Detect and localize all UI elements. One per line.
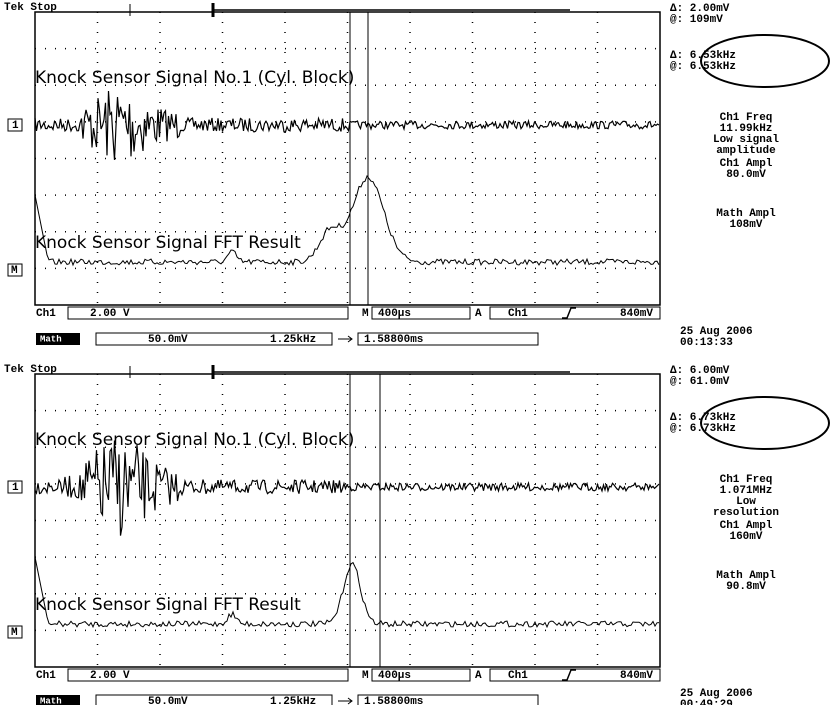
trace-label: Knock Sensor Signal FFT Result [35,233,301,253]
channel-marker: 1 [12,120,19,132]
bar-text: Ch1 [508,670,528,682]
slope-icon [562,308,576,318]
bar-text: 400µs [378,670,411,682]
channel-marker: 1 [12,482,19,494]
trace-label: Knock Sensor Signal No.1 (Cyl. Block) [35,68,354,88]
math-text: 1.25kHz [270,696,316,705]
trace-label: Knock Sensor Signal No.1 (Cyl. Block) [35,430,354,450]
measure-value: 108mV [729,219,762,231]
status: Tek Stop [4,2,57,14]
bar-text: 840mV [620,308,653,320]
math-label: Math [40,696,62,705]
bar-text: 2.00 V [90,308,130,320]
slope-icon [562,670,576,680]
measure-value: 90.8mV [726,581,766,593]
signal-trace [35,91,659,160]
clock: 00:13:33 [680,337,733,349]
math-text: 1.58800ms [364,334,423,346]
math-marker: M [11,265,18,277]
measure-note: amplitude [716,145,776,157]
clock: 00:49:29 [680,699,733,705]
fft-trace [35,557,659,627]
measure-value: 160mV [729,531,762,543]
bar-text: M [362,308,369,320]
bar-text: A [475,670,482,682]
position-icon [338,698,352,704]
bar-text: Ch1 [508,308,528,320]
bar-text: A [475,308,482,320]
panel: Tek Stop Knock Sensor Signal No.1 (Cyl. B… [4,364,829,705]
cursor-readout: @: 61.0mV [670,376,730,388]
bar-text: Ch1 [36,308,56,320]
math-text: 1.58800ms [364,696,423,705]
scope-screens: Tek Stop Knock Sensor Signal No.1 (Cyl. B… [0,0,831,705]
panel: Tek Stop Knock Sensor Signal No.1 (Cyl. B… [4,2,829,349]
measure-note: resolution [713,507,779,519]
bar-text: 2.00 V [90,670,130,682]
trace-label: Knock Sensor Signal FFT Result [35,595,301,615]
math-text: 50.0mV [148,334,188,346]
measure-value: 80.0mV [726,169,766,181]
status: Tek Stop [4,364,57,376]
page: Tek Stop Knock Sensor Signal No.1 (Cyl. B… [0,0,831,705]
position-icon [338,336,352,342]
math-label: Math [40,334,62,344]
cursor-readout: @: 109mV [670,14,723,26]
bar-text: M [362,670,369,682]
math-marker: M [11,627,18,639]
bar-text: Ch1 [36,670,56,682]
bar-text: 400µs [378,308,411,320]
bar-text: 840mV [620,670,653,682]
math-text: 1.25kHz [270,334,316,346]
math-text: 50.0mV [148,696,188,705]
